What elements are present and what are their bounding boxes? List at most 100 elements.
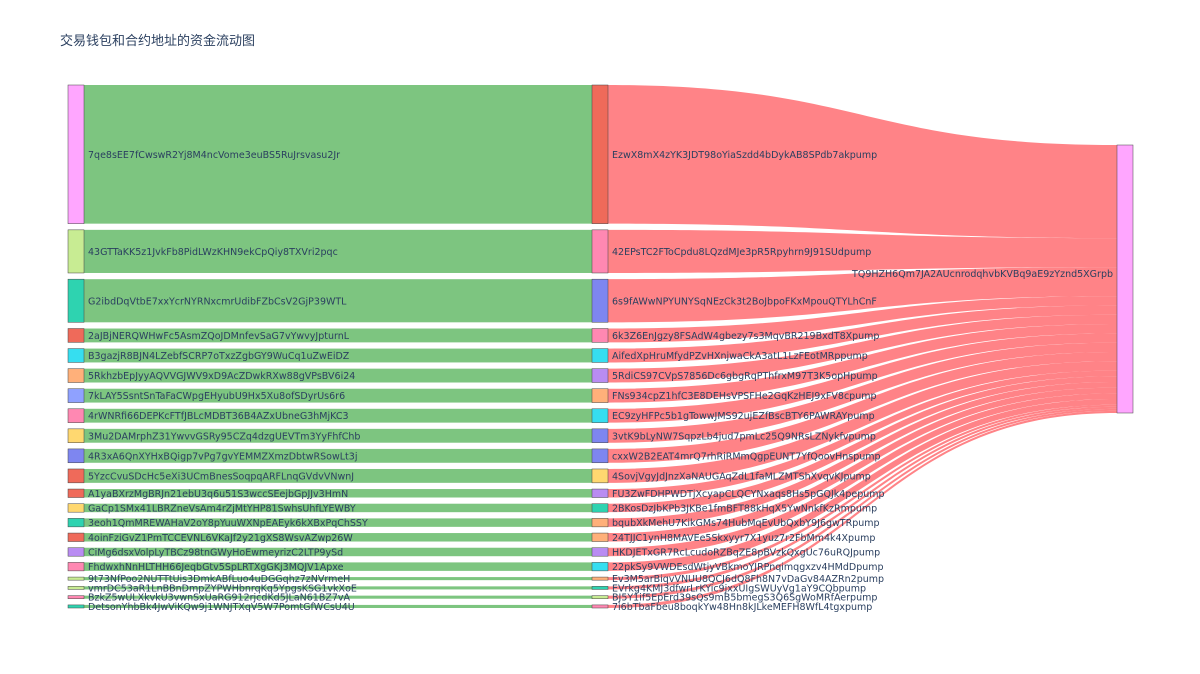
middle-label-16: 22pkSy9VWDEsdWtjyVBkmoYJRPnqimqgxzv4HMdD… — [612, 562, 884, 573]
flow-target-1 — [608, 229, 1117, 273]
flow-target-15 — [608, 393, 1117, 557]
middle-node-10[interactable] — [591, 468, 609, 484]
middle-label-13: bqubXkMehU7KikGMs74HubMqEvUbQxbY9J6gwTRp… — [612, 518, 880, 529]
middle-node-7[interactable] — [591, 408, 609, 423]
middle-node-5[interactable] — [591, 368, 609, 383]
middle-label-8: 3vtK9bLyNW7SqpzLb4jud7pmLc25Q9NRsLZNykfv… — [612, 431, 876, 442]
source-label-15: CiMg6dsxVolpLyTBCz98tnGWyHoEwmeyrizC2LTP… — [88, 547, 343, 558]
flow-target-12 — [608, 376, 1117, 513]
source-label-14: 4oinFziGvZ1PmTCCEVNL6VKaJf2y21gXS8WsvAZw… — [88, 533, 353, 544]
target-label: TQ9HZH6Qm7JA2AUcnrodqhvbKVBq9aE9zYznd5XG… — [851, 269, 1113, 280]
middle-node-6[interactable] — [591, 388, 609, 403]
source-node-16[interactable] — [67, 562, 85, 572]
middle-label-3: 6k3Z6EnJgzy8FSAdW4gbezy7s3MqvBR219BxdT8X… — [612, 331, 879, 342]
flow-target-10 — [608, 361, 1117, 483]
middle-node-17[interactable] — [591, 576, 609, 581]
middle-node-4[interactable] — [591, 348, 609, 363]
source-node-4[interactable] — [67, 348, 85, 363]
source-node-19[interactable] — [67, 595, 85, 599]
source-node-7[interactable] — [67, 408, 85, 423]
middle-label-11: FU3ZwFDHPWDTjXcyapCLQCYNxaqs8Hs5pGQJk4pe… — [612, 489, 885, 500]
source-node-9[interactable] — [67, 448, 85, 464]
source-node-13[interactable] — [67, 518, 85, 528]
flow-source-7 — [84, 408, 592, 423]
middle-node-9[interactable] — [591, 448, 609, 464]
flow-source-18 — [84, 586, 592, 590]
flow-source-13 — [84, 518, 592, 527]
flow-source-1 — [84, 229, 592, 273]
middle-node-3[interactable] — [591, 328, 609, 343]
source-node-11[interactable] — [67, 488, 85, 498]
middle-node-18[interactable] — [591, 586, 609, 590]
source-node-8[interactable] — [67, 428, 85, 443]
middle-label-9: cxxW2B2EAT4mrQ7rhRiRMmQgpEUNT7YfQoovHnsp… — [612, 451, 881, 462]
flow-target-14 — [608, 387, 1117, 542]
middle-node-11[interactable] — [591, 488, 609, 498]
source-label-11: A1yaBXrzMgBRJn21ebU3q6u51S3wccSEejbGpJJv… — [88, 489, 348, 500]
source-label-13: 3eoh1QmMREWAHaV2oY8pYuuWXNpEAEyk6kXBxPqC… — [88, 518, 368, 529]
source-node-1[interactable] — [67, 229, 85, 274]
source-flows — [84, 85, 592, 608]
flow-target-2 — [608, 267, 1117, 323]
middle-node-19[interactable] — [591, 595, 609, 599]
flow-target-0 — [608, 85, 1117, 239]
source-label-4: B3gazjR8BJN4LZebfSCRP7oTxzZgbGY9WuCq1uZw… — [88, 351, 350, 362]
middle-node-15[interactable] — [591, 547, 609, 557]
target-node[interactable] — [1116, 144, 1134, 414]
flow-target-4 — [608, 305, 1117, 363]
source-label-8: 3Mu2DAMrphZ31YwvvGSRy95CZq4dzgUEVTm3YyFh… — [88, 431, 360, 442]
flow-source-19 — [84, 595, 592, 599]
middle-node-1[interactable] — [591, 229, 609, 274]
flow-source-8 — [84, 428, 592, 443]
source-label-17: 9t73NfPoo2NUTTtUis3DmkABfLuo4uDGGqhz7zNV… — [88, 574, 350, 585]
flow-source-11 — [84, 489, 592, 498]
source-label-6: 7kLAY5SsntSnTaFaCWpgEHyubU9Hx5Xu8ofSDyrU… — [88, 391, 345, 402]
source-label-7: 4rWNRfi66DEPKcFTfJBLcMDBT36B4AZxUbneG3hM… — [88, 411, 349, 422]
middle-label-14: 24TJJC1ynH8MAVEe5Skxyyr7X1yuz7r2FbMm4k4X… — [612, 533, 875, 544]
source-node-12[interactable] — [67, 503, 85, 513]
flow-source-12 — [84, 503, 592, 513]
middle-label-4: AifedXpHruMfydPZvHXnjwaCkA3atL1LzFEotMRp… — [612, 351, 868, 362]
source-label-19: BzkZ5wULXkvkU3vwnSxUaRG912rjcdKd5JLaN61B… — [88, 593, 351, 604]
source-node-5[interactable] — [67, 368, 85, 383]
middle-node-14[interactable] — [591, 532, 609, 542]
source-node-18[interactable] — [67, 586, 85, 590]
middle-label-5: 5RdiCS97CVpS7856Dc6gbgRqPThfrxM97T3K5opH… — [612, 371, 878, 382]
flow-source-0 — [84, 85, 592, 224]
flow-source-16 — [84, 562, 592, 571]
middle-node-20[interactable] — [591, 604, 609, 609]
middle-node-2[interactable] — [591, 278, 609, 323]
flow-target-19 — [608, 408, 1117, 599]
middle-node-13[interactable] — [591, 518, 609, 528]
source-node-6[interactable] — [67, 388, 85, 403]
source-node-14[interactable] — [67, 532, 85, 542]
source-node-0[interactable] — [67, 84, 85, 224]
source-node-10[interactable] — [67, 468, 85, 484]
middle-node-12[interactable] — [591, 503, 609, 513]
middle-node-16[interactable] — [591, 562, 609, 572]
source-node-20[interactable] — [67, 604, 85, 609]
flow-target-7 — [608, 333, 1117, 423]
flow-source-3 — [84, 328, 592, 343]
flow-source-2 — [84, 279, 592, 323]
middle-label-0: EzwX8mX4zYK3JDT98oYiaSzdd4bDykAB8SPdb7ak… — [612, 150, 877, 161]
flow-target-16 — [608, 399, 1117, 571]
flow-target-9 — [608, 351, 1117, 463]
middle-node-0[interactable] — [591, 84, 609, 224]
source-node-3[interactable] — [67, 328, 85, 343]
flow-target-17 — [608, 404, 1117, 581]
middle-node-8[interactable] — [591, 428, 609, 443]
source-label-18: vmrDC53aR1LnBBnDmpZYPWHbnrqKq5YpgsKSG1vk… — [88, 583, 357, 594]
source-node-2[interactable] — [67, 278, 85, 323]
flow-source-20 — [84, 604, 592, 608]
middle-label-6: FNs934cpZ1hfC3E8DEHsVPSFHe2GqKzHEJ9xFV8c… — [612, 391, 877, 402]
node-labels: 7qe8sEE7fCwswR2Yj8M4ncVome3euBS5RuJrsvas… — [88, 150, 1113, 613]
flow-target-6 — [608, 324, 1117, 403]
flow-source-9 — [84, 448, 592, 463]
source-label-3: 2aJBjNERQWHwFc5AsmZQoJDMnfevSaG7vYwvyJpt… — [88, 331, 350, 342]
source-node-17[interactable] — [67, 576, 85, 581]
flow-target-3 — [608, 296, 1117, 343]
middle-label-12: 2BKosDzJbKPb3JKBe1fmBFT88kHqX5YwNnkfKzRm… — [612, 503, 877, 514]
flow-target-13 — [608, 381, 1117, 527]
source-node-15[interactable] — [67, 547, 85, 557]
